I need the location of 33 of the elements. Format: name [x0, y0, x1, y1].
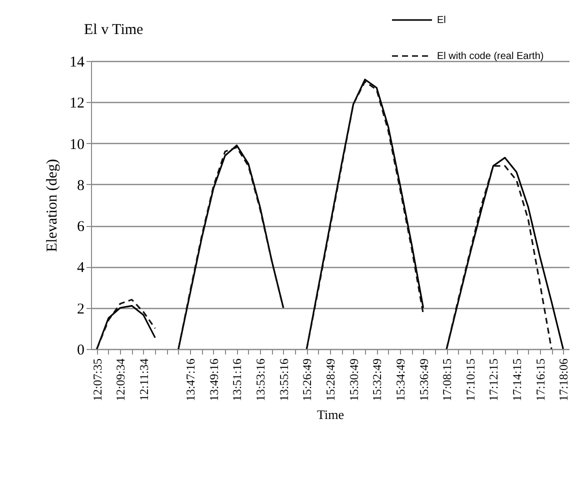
x-tick-label: 17:16:15: [533, 358, 548, 402]
x-tick-label: 13:47:16: [184, 358, 198, 402]
x-tick-label: 12:11:34: [136, 358, 151, 401]
x-tick-label: 13:49:16: [206, 358, 221, 402]
y-tick-label: 10: [70, 136, 84, 153]
y-axis-title: Elevation (deg): [44, 159, 60, 252]
y-tick-label: 8: [77, 178, 84, 194]
x-tick-label: 13:51:16: [230, 358, 244, 402]
y-tick-label: 0: [77, 342, 84, 358]
x-tick-label: 12:09:34: [114, 358, 128, 402]
legend-label: El with code (real Earth): [437, 51, 544, 62]
legend-label: El: [437, 15, 446, 26]
x-tick-label: 17:08:15: [440, 358, 454, 402]
x-tick-label: 17:12:15: [486, 358, 501, 402]
x-tick-label: 17:18:06: [556, 358, 571, 402]
x-tick-label: 15:30:49: [346, 358, 361, 402]
y-tick-label: 12: [70, 96, 84, 112]
x-tick-label: 15:36:49: [416, 358, 431, 402]
x-tick-label: 15:34:49: [393, 358, 408, 402]
x-tick-label: 15:32:49: [370, 358, 384, 402]
y-tick-label: 14: [70, 54, 85, 70]
chart-title: El v Time: [84, 22, 144, 38]
x-tick-label: 17:10:15: [463, 358, 478, 402]
x-tick-label: 13:55:16: [276, 358, 291, 402]
x-tick-label: 15:28:49: [324, 358, 338, 402]
y-tick-label: 2: [77, 301, 84, 318]
y-tick-label: 4: [77, 260, 85, 276]
x-tick-label: 12:07:35: [90, 358, 104, 402]
y-tick-label: 6: [77, 219, 85, 236]
x-tick-label: 13:53:16: [254, 358, 268, 402]
x-axis-title: Time: [317, 407, 344, 422]
x-tick-label: 15:26:49: [300, 358, 314, 402]
x-tick-label: 17:14:15: [510, 358, 524, 402]
